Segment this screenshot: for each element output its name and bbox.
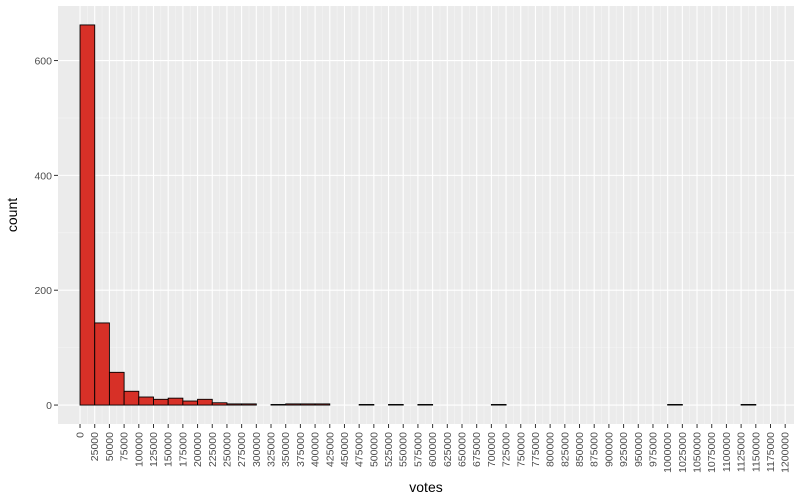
x-tick-label: 475000 [354, 432, 366, 467]
x-tick-label: 1125000 [736, 432, 748, 472]
grid-minor [58, 6, 794, 424]
y-axis-title: count [4, 198, 20, 232]
x-tick-label: 700000 [486, 432, 498, 467]
x-tick-label: 1025000 [677, 432, 689, 473]
x-tick-label: 625000 [442, 432, 454, 467]
x-tick-label: 400000 [310, 432, 322, 467]
x-tick-label: 950000 [633, 432, 645, 467]
x-tick-label: 650000 [456, 432, 468, 467]
x-tick-label: 450000 [339, 432, 351, 467]
x-tick-label: 1200000 [780, 432, 792, 473]
histogram-bar [388, 404, 404, 406]
x-tick-label: 600000 [427, 432, 439, 467]
x-axis: 0 25000 50000 75000 100000 125000 150000 175000… [75, 424, 792, 473]
histogram-bar [94, 322, 110, 406]
x-tick-label: 975000 [647, 432, 659, 467]
x-tick-label: 300000 [251, 432, 263, 467]
histogram-bar [79, 24, 96, 406]
x-tick-label: 1100000 [721, 432, 733, 472]
histogram-bar [740, 404, 757, 406]
x-tick-label: 350000 [280, 432, 292, 467]
x-tick-label: 250000 [221, 432, 233, 467]
x-tick-label: 725000 [501, 432, 513, 467]
histogram-bar [667, 404, 683, 406]
x-tick-label: 875000 [589, 432, 601, 467]
y-tick-label: 0 [46, 400, 52, 412]
x-tick-label: 775000 [530, 432, 542, 467]
x-tick-label: 75000 [119, 432, 131, 461]
x-tick-label: 225000 [207, 432, 219, 467]
histogram-bar [358, 404, 375, 406]
histogram-bar [153, 398, 169, 406]
y-tick-label: 200 [34, 285, 52, 297]
x-axis-title: votes [409, 479, 442, 495]
histogram-bar [490, 404, 507, 406]
x-tick-label: 925000 [618, 432, 630, 467]
x-tick-label: 500000 [368, 432, 380, 467]
x-tick-label: 850000 [574, 432, 586, 467]
x-tick-label: 125000 [148, 432, 160, 467]
x-tick-label: 1075000 [706, 432, 718, 473]
histogram-bar [167, 397, 184, 406]
x-tick-label: 275000 [236, 432, 248, 467]
histogram-bar [241, 403, 257, 406]
histogram-bar [226, 403, 243, 406]
x-tick-label: 325000 [266, 432, 278, 467]
x-tick-label: 550000 [398, 432, 410, 467]
histogram-bar [270, 404, 287, 406]
histogram-bar [197, 398, 213, 406]
histogram-bar [299, 403, 316, 406]
x-tick-label: 1000000 [662, 432, 674, 473]
y-tick-label: 600 [34, 56, 52, 68]
x-tick-label: 200000 [192, 432, 204, 467]
histogram-bar [314, 403, 331, 406]
histogram-bar [285, 403, 301, 406]
histogram-bar [211, 402, 228, 406]
x-tick-label: 800000 [545, 432, 557, 467]
x-tick-label: 100000 [133, 432, 145, 467]
histogram-bar [123, 390, 140, 406]
bars [79, 24, 757, 406]
x-tick-label: 0 [75, 432, 87, 438]
x-tick-label: 150000 [163, 432, 175, 467]
x-tick-label: 175000 [177, 432, 189, 467]
histogram-bar [417, 404, 434, 406]
x-tick-label: 900000 [603, 432, 615, 467]
histogram-bar [108, 371, 125, 406]
grid-major [58, 6, 794, 424]
histogram-bar [182, 400, 199, 406]
x-tick-label: 750000 [515, 432, 527, 467]
x-tick-label: 575000 [412, 432, 424, 467]
x-tick-label: 25000 [89, 432, 101, 461]
x-tick-label: 1175000 [765, 432, 777, 472]
x-tick-label: 375000 [295, 432, 307, 467]
x-tick-label: 675000 [471, 432, 483, 467]
y-axis: 0 200 400 600 [34, 56, 58, 412]
x-tick-label: 1050000 [692, 432, 704, 473]
x-tick-label: 425000 [324, 432, 336, 467]
x-tick-label: 1150000 [750, 432, 762, 472]
plot-panel [58, 6, 794, 424]
y-tick-label: 400 [34, 170, 52, 182]
x-tick-label: 525000 [383, 432, 395, 467]
x-tick-label: 825000 [559, 432, 571, 467]
x-tick-label: 50000 [104, 432, 116, 461]
histogram-bar [138, 396, 154, 406]
